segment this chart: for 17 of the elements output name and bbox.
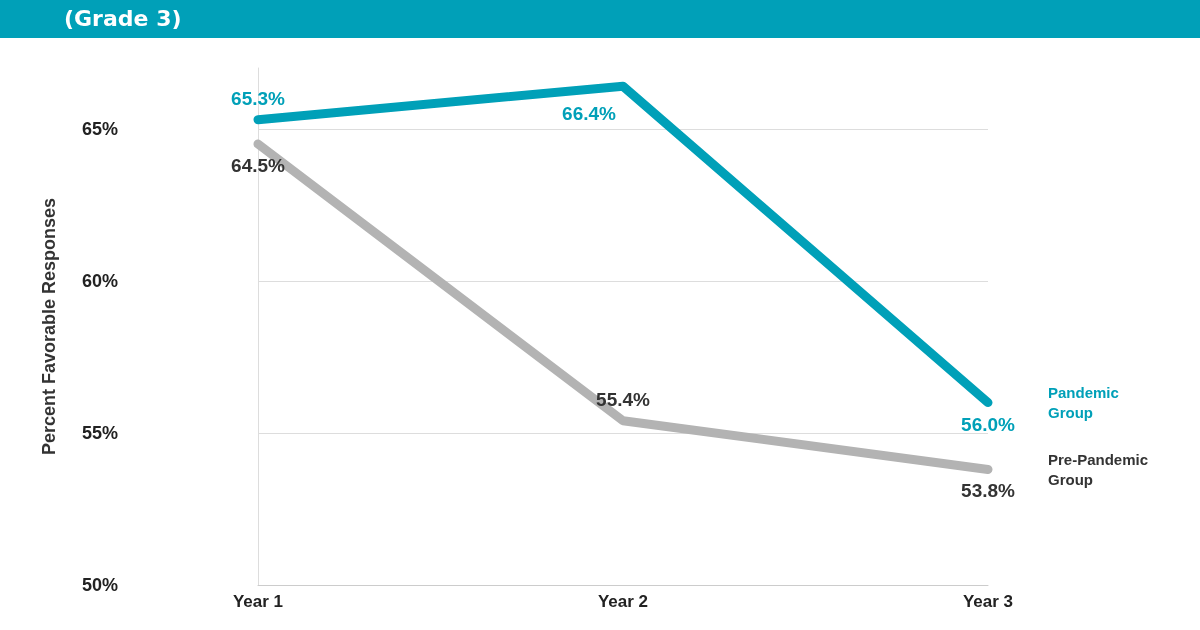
data-label: 55.4% <box>596 388 651 410</box>
y-tick-label: 60% <box>81 270 118 291</box>
x-tick-label: Year 2 <box>597 592 649 611</box>
data-label: 64.5% <box>231 155 286 177</box>
data-label: 56.0% <box>961 413 1016 435</box>
text: Pandemic Group <box>1048 384 1119 422</box>
y-tick-label: 50% <box>81 575 118 595</box>
chart-title: (Grade 3) <box>0 0 1200 38</box>
x-tick-label: Year 3 <box>962 592 1014 611</box>
y-tick-label: 55% <box>81 422 118 443</box>
data-label: 66.4% <box>562 103 617 125</box>
text: Pre-Pandemic Group <box>1048 450 1149 488</box>
y-axis-title: Percent Favorable Responses <box>39 197 59 456</box>
data-label: 65.3% <box>231 87 286 109</box>
x-tick-label: Year 1 <box>232 592 284 611</box>
y-tick-label: 65% <box>81 118 118 139</box>
data-label: 53.8% <box>961 480 1016 502</box>
